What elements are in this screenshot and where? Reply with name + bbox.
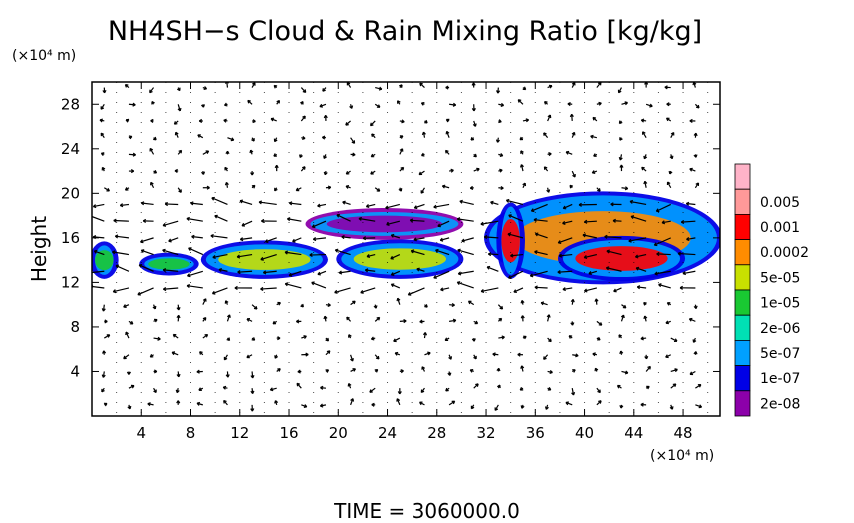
x-tick-label: 28 (427, 424, 446, 442)
cloud-region-core (575, 246, 667, 271)
colorbar-swatch (735, 366, 750, 391)
chart-title: NH4SH−s Cloud & Rain Mixing Ratio [kg/kg… (108, 16, 702, 47)
wind-arrow (312, 282, 326, 287)
wind-arrow (116, 266, 129, 272)
colorbar-swatch (735, 290, 750, 315)
cloud-region-core (354, 248, 446, 269)
colorbar-swatch (735, 265, 750, 290)
colorbar-label: 0.005 (760, 195, 800, 211)
wind-arrow (335, 288, 351, 293)
y-unit-label: (×10⁴ m) (12, 48, 76, 64)
colorbar-label: 5e-05 (760, 270, 800, 286)
wind-arrow (361, 288, 375, 293)
colorbar-swatch (735, 240, 750, 265)
x-tick-label: 16 (279, 424, 298, 442)
wind-arrow (259, 202, 277, 204)
x-tick-label: 32 (476, 424, 495, 442)
colorbar-swatch (735, 164, 750, 189)
x-tick-label: 20 (329, 424, 348, 442)
colorbar-swatch (735, 340, 750, 365)
y-axis-label: Height (27, 216, 51, 282)
wind-arrow (138, 288, 154, 295)
wind-arrow (657, 254, 671, 255)
colorbar: 0.005 0.001 0.0002 5e-05 1e-05 2e-06 5e-07 1e-0… (735, 164, 809, 416)
x-tick-label: 8 (186, 424, 196, 442)
y-tick-label: 20 (61, 184, 80, 202)
cloud-region-core (148, 258, 190, 269)
wind-arrow (165, 204, 178, 205)
colorbar-swatch (735, 315, 750, 340)
colorbar-label: 1e-05 (760, 296, 800, 312)
colorbar-label: 2e-06 (760, 321, 800, 337)
colorbar-label: 0.001 (760, 220, 800, 236)
y-tick-label: 24 (61, 140, 80, 158)
wind-arrow (457, 282, 473, 288)
colorbar-swatch (735, 214, 750, 239)
x-tick-label: 24 (378, 424, 397, 442)
x-tick-label: 44 (624, 424, 643, 442)
colorbar-label: 5e-07 (760, 346, 800, 362)
wind-arrow (481, 288, 498, 292)
cloud-region-core (95, 250, 113, 270)
wind-arrow (212, 198, 228, 205)
colorbar-label: 2e-08 (760, 396, 800, 412)
x-tick-label: 48 (674, 424, 693, 442)
wind-arrow (189, 248, 203, 254)
x-tick-label: 40 (575, 424, 594, 442)
y-tick-label: 28 (61, 95, 80, 113)
wind-arrow (187, 286, 203, 288)
time-footer: TIME = 3060000.0 (333, 499, 520, 519)
wind-arrow (114, 221, 129, 222)
wind-arrow (211, 236, 228, 238)
wind-arrow (215, 216, 228, 221)
x-tick-label: 36 (526, 424, 545, 442)
x-tick-label: 4 (136, 424, 146, 442)
y-tick-label: 12 (61, 273, 80, 291)
x-tick-label: 12 (230, 424, 249, 442)
colorbar-swatch (735, 391, 750, 416)
cloud-field (90, 191, 722, 284)
wind-arrow (408, 288, 424, 295)
wind-arrow (212, 288, 227, 294)
y-tick-label: 16 (61, 229, 80, 247)
wind-arrow (163, 221, 178, 225)
colorbar-label: 1e-07 (760, 371, 800, 387)
x-unit-label: (×10⁴ m) (650, 448, 714, 464)
colorbar-swatch (735, 189, 750, 214)
wind-arrow (285, 284, 301, 288)
y-tick-label: 4 (70, 362, 80, 380)
wind-arrow (89, 215, 105, 221)
wind-arrow (261, 288, 277, 289)
colorbar-label: 0.0002 (760, 245, 809, 261)
y-tick-label: 8 (70, 318, 80, 336)
